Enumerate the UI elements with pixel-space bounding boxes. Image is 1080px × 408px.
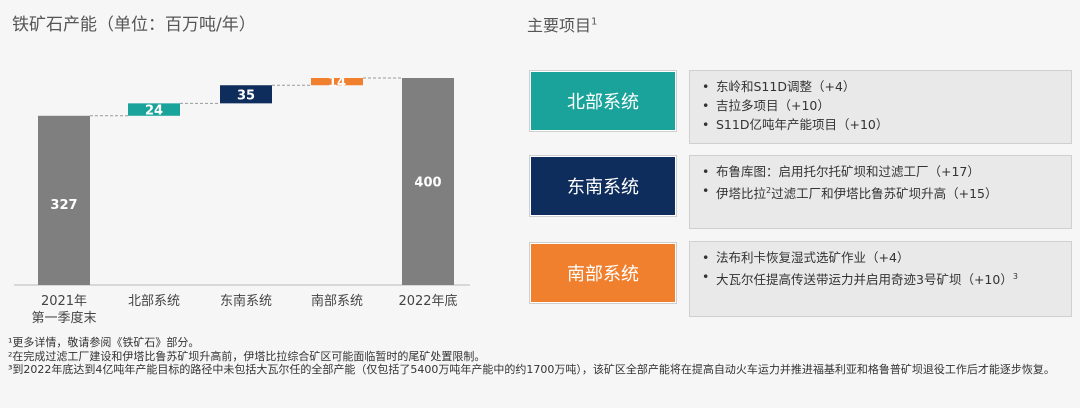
bar-3: [311, 78, 363, 86]
project-item: S11D亿吨年产能项目（+10）: [702, 115, 1061, 134]
system-box-0: 北部系统: [529, 70, 677, 132]
category-label-2: 东南系统: [220, 293, 272, 309]
projects-title-sup: 1: [591, 16, 598, 28]
bar-value-label-2: 35: [237, 88, 255, 103]
bar-value-label-4: 400: [414, 176, 441, 191]
system-details-0: 东岭和S11D调整（+4）吉拉多项目（+10）S11D亿吨年产能项目（+10）: [689, 70, 1072, 144]
footnotes: ¹更多详情，敬请参阅《铁矿石》部分。 ²在完成过滤工厂建设和伊塔比鲁苏矿坝升高前…: [8, 336, 1076, 377]
bar-1: [128, 103, 180, 116]
category-label-4: 2022年底: [398, 293, 457, 309]
category-label-3: 南部系统: [311, 293, 363, 309]
category-label-0: 2021年第一季度末: [31, 294, 96, 326]
project-item: 伊塔比拉2过滤工厂和伊塔比鲁苏矿坝升高（+15）: [702, 181, 1061, 203]
system-box-1: 东南系统: [529, 155, 677, 217]
project-item: 东岭和S11D调整（+4）: [702, 77, 1061, 96]
chart-title: 铁矿石产能（单位：百万吨/年）: [12, 15, 256, 35]
waterfall-chart: 327 24 35 14 400 2021年第一季度末 北部系统 东南系统 南部系统 2022年底: [14, 76, 470, 326]
bar-value-label-0: 327: [50, 198, 77, 213]
footnote-2: ²在完成过滤工厂建设和伊塔比鲁苏矿坝升高前，伊塔比拉综合矿区可能面临暂时的尾矿处…: [8, 349, 486, 363]
project-item: 大瓦尔任提高传送带运力并启用奇迹3号矿坝（+10）3: [702, 267, 1061, 289]
bar-4: [402, 78, 454, 285]
bar-value-label-3: 14: [328, 76, 346, 91]
project-item: 吉拉多项目（+10）: [702, 96, 1061, 115]
projects-title-text: 主要项目: [527, 16, 592, 35]
project-item: 法布利卡恢复湿式选矿作业（+4）: [702, 248, 1061, 267]
bar-value-label-1: 24: [145, 104, 163, 119]
system-box-2: 南部系统: [529, 242, 677, 304]
system-details-2: 法布利卡恢复湿式选矿作业（+4）大瓦尔任提高传送带运力并启用奇迹3号矿坝（+10…: [689, 241, 1072, 317]
footnote-3: ³到2022年底达到4亿吨年产能目标的路径中未包括大瓦尔任的全部产能（仅包括了5…: [8, 363, 1055, 376]
projects-title: 主要项目1: [527, 12, 597, 36]
project-item: 布鲁库图：启用托尔托矿坝和过滤工厂（+17）: [702, 162, 1061, 181]
bar-2: [220, 85, 272, 104]
category-label-1: 北部系统: [128, 294, 180, 309]
bar-0: [38, 115, 90, 285]
system-details-1: 布鲁库图：启用托尔托矿坝和过滤工厂（+17）伊塔比拉2过滤工厂和伊塔比鲁苏矿坝升…: [689, 155, 1072, 229]
footnote-1: ¹更多详情，敬请参阅《铁矿石》部分。: [8, 336, 200, 349]
